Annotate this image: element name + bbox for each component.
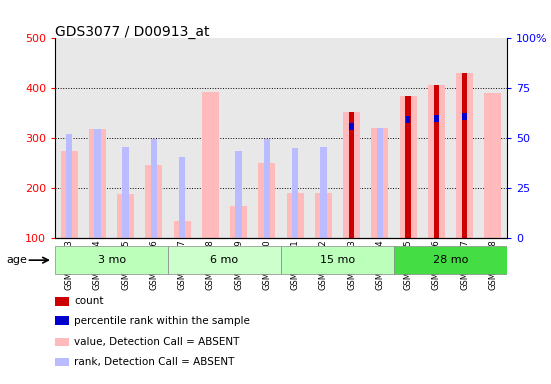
Bar [320,147,327,238]
Bar [462,73,467,238]
Bar [462,113,467,120]
Bar [349,112,354,238]
Bar [66,134,72,238]
Bar [151,139,157,238]
Bar [235,151,242,238]
Bar [484,93,501,238]
Text: 28 mo: 28 mo [433,255,468,265]
Text: percentile rank within the sample: percentile rank within the sample [74,316,250,326]
Bar [89,129,106,238]
Bar [456,73,473,238]
Text: GDS3077 / D00913_at: GDS3077 / D00913_at [55,25,209,39]
Bar [377,128,383,238]
FancyBboxPatch shape [55,247,168,274]
Bar [174,220,191,238]
Bar [202,92,219,238]
FancyBboxPatch shape [281,247,394,274]
Text: rank, Detection Call = ABSENT: rank, Detection Call = ABSENT [74,357,235,367]
Bar [292,148,298,238]
Bar [258,163,276,238]
Bar [371,128,388,238]
FancyBboxPatch shape [168,247,281,274]
Bar [94,129,101,238]
Text: age: age [7,255,28,265]
Bar [406,116,410,123]
Bar [428,85,445,238]
Bar [315,193,332,238]
Bar [117,194,134,238]
Text: 15 mo: 15 mo [320,255,355,265]
Bar [61,151,78,238]
FancyBboxPatch shape [394,247,507,274]
Bar [122,147,129,238]
Bar [179,157,185,238]
Bar [399,96,417,238]
Text: count: count [74,296,104,306]
Text: value, Detection Call = ABSENT: value, Detection Call = ABSENT [74,337,240,347]
Bar [406,96,411,238]
Bar [434,85,439,238]
Bar [349,123,354,130]
Text: 3 mo: 3 mo [98,255,126,265]
Bar [230,206,247,238]
Text: 6 mo: 6 mo [210,255,239,265]
Bar [264,139,270,238]
Bar [145,165,163,238]
Bar [287,193,304,238]
Bar [434,115,439,122]
Bar [343,112,360,238]
